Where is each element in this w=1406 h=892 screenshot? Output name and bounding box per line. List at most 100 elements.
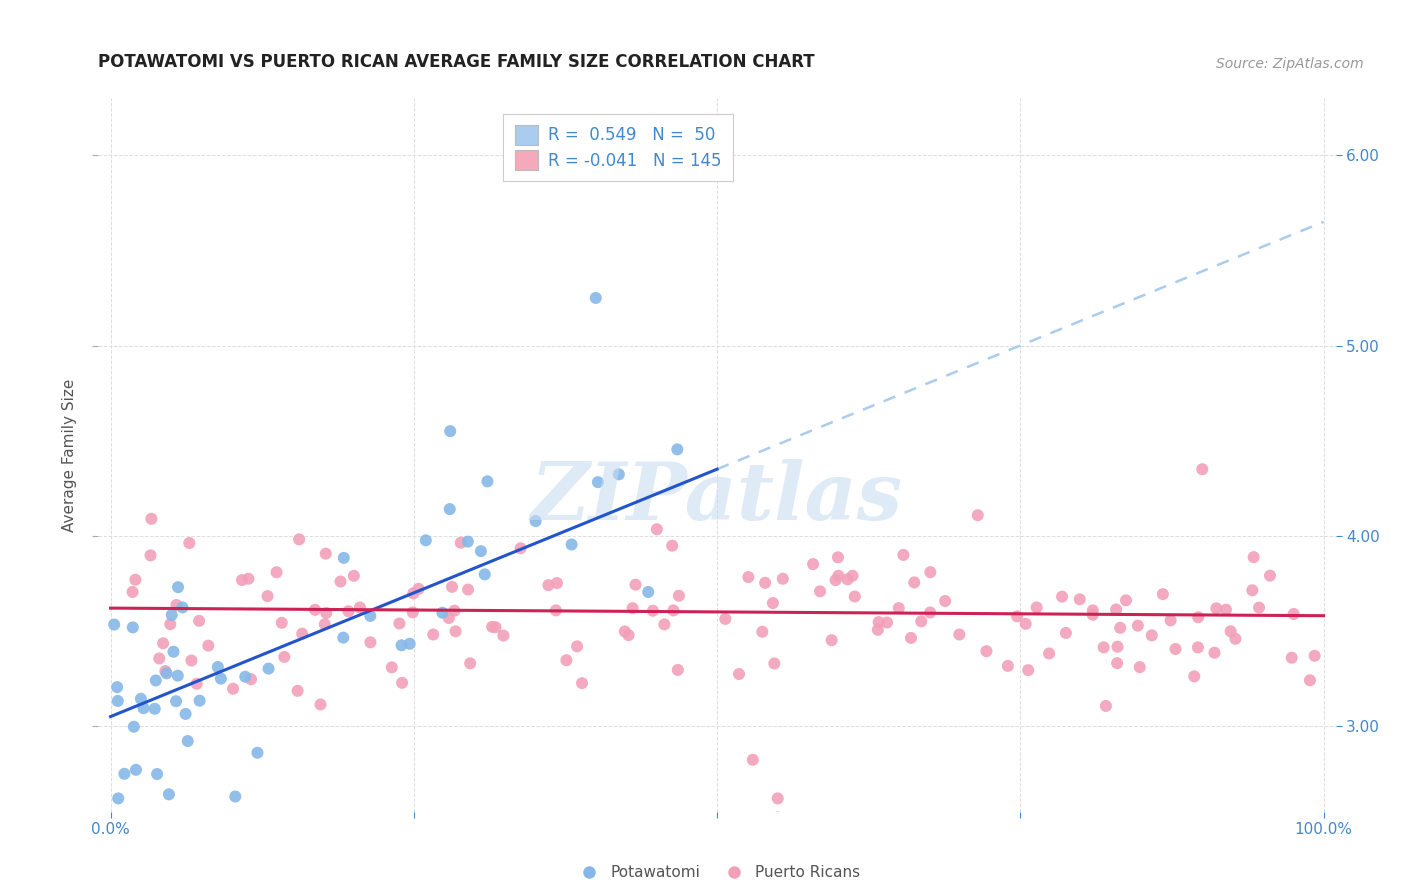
- Point: [207, 660, 229, 674]
- Point: [165, 694, 187, 708]
- Point: [903, 575, 925, 590]
- Point: [948, 627, 970, 641]
- Point: [148, 651, 170, 665]
- Point: [1038, 647, 1060, 661]
- Point: [645, 522, 668, 536]
- Point: [1107, 640, 1129, 654]
- Point: [391, 638, 413, 652]
- Point: [1050, 590, 1073, 604]
- Point: [162, 645, 184, 659]
- Point: [1054, 626, 1077, 640]
- Point: [186, 676, 208, 690]
- Point: [920, 565, 942, 579]
- Point: [332, 631, 354, 645]
- Point: [1281, 650, 1303, 665]
- Point: [808, 584, 831, 599]
- Point: [422, 627, 444, 641]
- Point: [1025, 600, 1047, 615]
- Point: [180, 653, 202, 667]
- Point: [824, 573, 846, 587]
- Point: [103, 617, 125, 632]
- Point: [827, 550, 849, 565]
- Point: [457, 582, 479, 597]
- Point: [666, 663, 689, 677]
- Point: [343, 569, 366, 583]
- Point: [766, 791, 789, 805]
- Point: [934, 594, 956, 608]
- Point: [751, 624, 773, 639]
- Point: [197, 639, 219, 653]
- Point: [624, 577, 647, 591]
- Point: [388, 616, 411, 631]
- Point: [415, 533, 437, 548]
- Point: [257, 662, 280, 676]
- Point: [763, 657, 786, 671]
- Point: [402, 586, 425, 600]
- Legend: Potawatomi, Puerto Ricans: Potawatomi, Puerto Ricans: [568, 859, 866, 886]
- Point: [509, 541, 531, 556]
- Point: [139, 549, 162, 563]
- Point: [266, 566, 288, 580]
- Point: [613, 624, 636, 639]
- Point: [145, 673, 167, 688]
- Point: [304, 603, 326, 617]
- Point: [868, 615, 890, 629]
- Point: [1187, 640, 1209, 655]
- Text: ZIPatlas: ZIPatlas: [531, 459, 903, 536]
- Point: [866, 623, 889, 637]
- Point: [621, 601, 644, 615]
- Point: [772, 572, 794, 586]
- Point: [157, 788, 180, 802]
- Point: [107, 791, 129, 805]
- Point: [349, 600, 371, 615]
- Point: [124, 573, 146, 587]
- Point: [887, 601, 910, 615]
- Point: [1243, 550, 1265, 565]
- Point: [470, 544, 492, 558]
- Point: [288, 533, 311, 547]
- Text: Source: ZipAtlas.com: Source: ZipAtlas.com: [1216, 57, 1364, 71]
- Point: [105, 680, 128, 694]
- Point: [256, 589, 278, 603]
- Point: [1225, 632, 1247, 646]
- Point: [129, 691, 152, 706]
- Point: [474, 567, 496, 582]
- Point: [607, 467, 630, 482]
- Point: [1191, 462, 1213, 476]
- Point: [172, 600, 194, 615]
- Point: [146, 767, 169, 781]
- Point: [893, 548, 915, 562]
- Point: [537, 578, 560, 592]
- Point: [876, 615, 898, 630]
- Point: [1258, 568, 1281, 582]
- Point: [233, 670, 256, 684]
- Point: [439, 502, 461, 516]
- Point: [1182, 669, 1205, 683]
- Point: [224, 789, 246, 804]
- Point: [754, 575, 776, 590]
- Text: POTAWATOMI VS PUERTO RICAN AVERAGE FAMILY SIZE CORRELATION CHART: POTAWATOMI VS PUERTO RICAN AVERAGE FAMIL…: [98, 54, 815, 71]
- Point: [125, 763, 148, 777]
- Point: [661, 539, 683, 553]
- Point: [443, 604, 465, 618]
- Point: [827, 569, 849, 583]
- Y-axis label: Average Family Size: Average Family Size: [62, 378, 77, 532]
- Point: [315, 606, 337, 620]
- Point: [1107, 656, 1129, 670]
- Point: [728, 667, 751, 681]
- Point: [481, 620, 503, 634]
- Point: [741, 753, 763, 767]
- Point: [458, 657, 481, 671]
- Point: [1247, 600, 1270, 615]
- Point: [966, 508, 988, 523]
- Point: [1215, 602, 1237, 616]
- Point: [402, 606, 425, 620]
- Point: [841, 568, 863, 582]
- Point: [737, 570, 759, 584]
- Point: [309, 698, 332, 712]
- Point: [1205, 601, 1227, 615]
- Point: [155, 664, 177, 678]
- Point: [155, 666, 177, 681]
- Point: [1204, 646, 1226, 660]
- Point: [1095, 698, 1118, 713]
